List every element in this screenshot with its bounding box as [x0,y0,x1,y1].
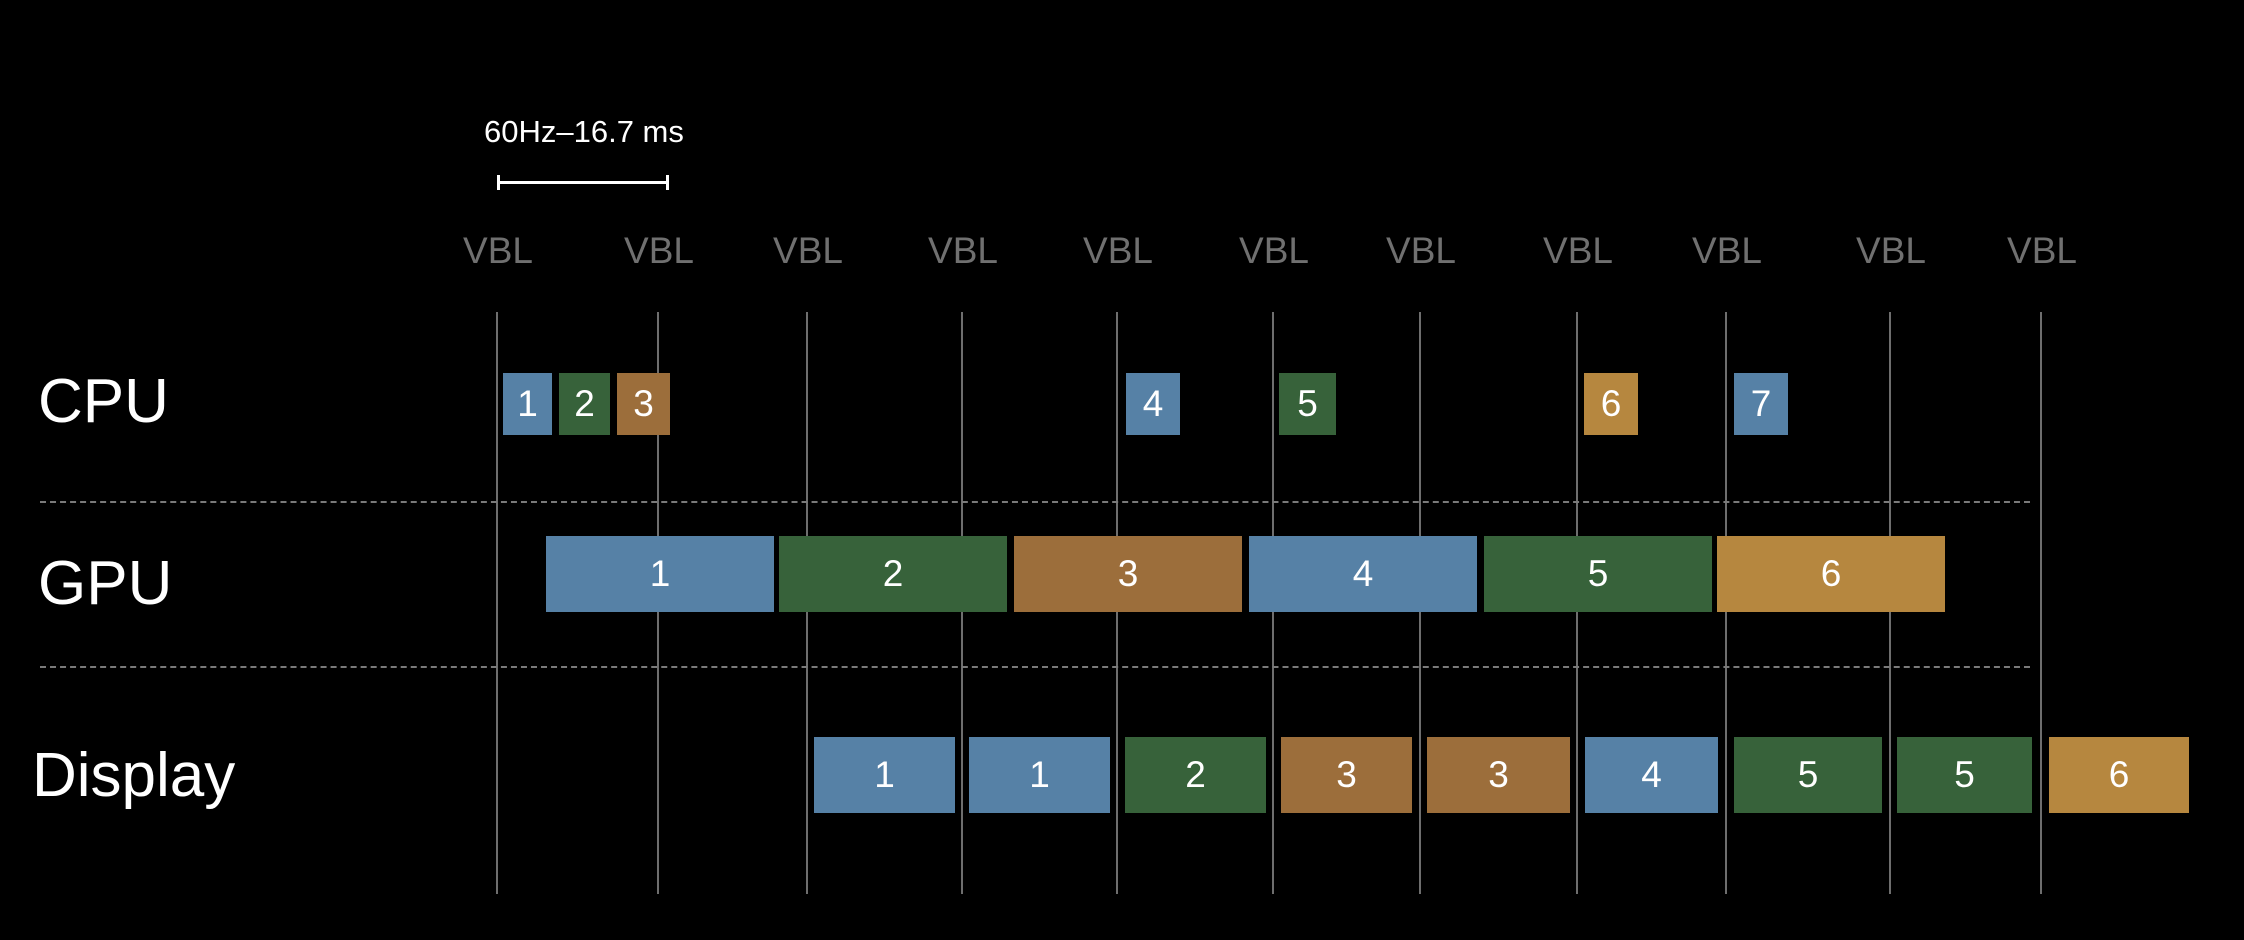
frame-interval-bar-end-tick [666,175,669,190]
gpu-frame-4: 4 [1249,536,1477,612]
cpu-frame-3: 3 [617,373,670,435]
display-frame-2: 1 [969,737,1110,813]
vbl-label-6: VBL [1239,230,1309,271]
vbl-label-5: VBL [1083,230,1153,271]
display-frame-3: 2 [1125,737,1266,813]
vbl-line-11 [2040,312,2042,894]
vbl-label-10: VBL [1856,230,1926,271]
gpu-frame-2: 2 [779,536,1007,612]
vbl-label-2: VBL [624,230,694,271]
cpu-frame-4: 4 [1126,373,1180,435]
cpu-frame-5: 5 [1279,373,1336,435]
vbl-label-9: VBL [1692,230,1762,271]
vbl-label-3: VBL [773,230,843,271]
gpu-frame-5: 5 [1484,536,1712,612]
cpu-gpu-separator [40,501,2030,503]
gpu-frame-6: 6 [1717,536,1945,612]
display-row-label: Display [32,741,236,810]
cpu-row-label: CPU [38,367,169,436]
frame-interval-label: 60Hz–16.7 ms [484,114,684,149]
display-frame-9: 6 [2049,737,2189,813]
vbl-line-1 [496,312,498,894]
display-frame-7: 5 [1734,737,1882,813]
cpu-frame-7: 7 [1734,373,1788,435]
display-frame-1: 1 [814,737,955,813]
gpu-frame-1: 1 [546,536,774,612]
display-frame-6: 4 [1585,737,1718,813]
vbl-label-7: VBL [1386,230,1456,271]
frame-interval-bar [498,181,668,184]
gpu-frame-3: 3 [1014,536,1242,612]
cpu-frame-2: 2 [559,373,610,435]
cpu-frame-1: 1 [503,373,552,435]
display-frame-8: 5 [1897,737,2032,813]
vbl-label-11: VBL [2007,230,2077,271]
frame-interval-bar-start-tick [497,175,500,190]
display-frame-4: 3 [1281,737,1412,813]
gpu-display-separator [40,666,2030,668]
vbl-label-1: VBL [463,230,533,271]
gpu-row-label: GPU [38,549,173,618]
vbl-label-4: VBL [928,230,998,271]
cpu-frame-6: 6 [1584,373,1638,435]
display-frame-5: 3 [1427,737,1570,813]
vbl-label-8: VBL [1543,230,1613,271]
